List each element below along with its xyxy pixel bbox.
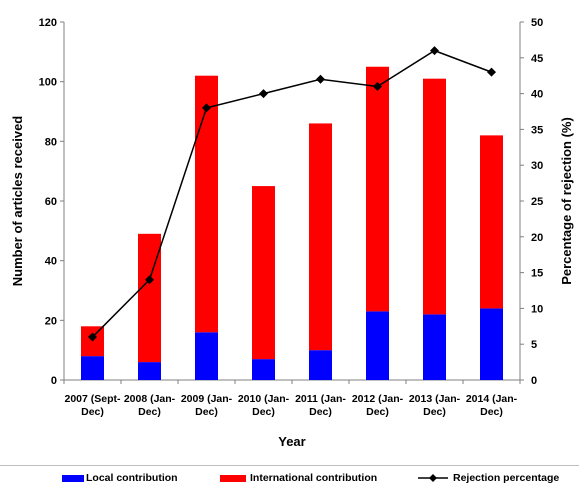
bar-international-contribution <box>252 186 275 360</box>
bar-local-contribution <box>195 332 218 380</box>
y2-tick-label: 0 <box>531 375 537 387</box>
y2-tick-label: 5 <box>531 339 537 351</box>
x-tick-label: 2010 (Jan-Dec) <box>238 393 290 418</box>
rejection-point <box>316 74 325 84</box>
bar-local-contribution <box>138 362 161 380</box>
legend-swatch-local <box>62 475 84 482</box>
legend-label-local: Local contribution <box>86 472 178 484</box>
x-axis-ticks: 2007 (Sept-Dec)2008 (Jan-Dec)2009 (Jan-D… <box>63 380 521 418</box>
rejection-point <box>430 46 439 56</box>
bar-international-contribution <box>195 75 218 333</box>
bar-local-contribution <box>252 359 275 380</box>
rejection-point <box>145 275 154 285</box>
y2-tick-label: 50 <box>531 17 543 29</box>
bar-local-contribution <box>423 314 446 380</box>
bar-local-contribution <box>480 308 503 380</box>
y-tick-label: 120 <box>39 17 57 29</box>
y2-tick-label: 20 <box>531 232 543 244</box>
rejection-point <box>88 332 97 342</box>
rejection-point <box>202 103 211 113</box>
y2-tick-label: 30 <box>531 160 543 172</box>
x-tick-label: 2007 (Sept-Dec) <box>64 393 121 418</box>
bar-international-contribution <box>138 233 161 363</box>
bar-international-contribution <box>366 66 389 312</box>
y2-tick-label: 40 <box>531 89 543 101</box>
x-tick-label: 2009 (Jan-Dec) <box>181 393 233 418</box>
y-tick-label: 60 <box>45 196 57 208</box>
legend-swatch-rejection-marker <box>429 474 437 482</box>
x-tick-label: 2012 (Jan-Dec) <box>352 393 404 418</box>
x-axis-title: Year <box>278 434 305 449</box>
rejection-line-path <box>91 49 492 338</box>
y2-tick-label: 15 <box>531 268 543 280</box>
y-tick-label: 40 <box>45 256 57 268</box>
rejection-point <box>373 81 382 91</box>
bar-international-contribution <box>480 135 503 309</box>
y-tick-label: 20 <box>45 315 57 327</box>
rejection-point <box>259 89 268 99</box>
legend-label-rejection: Rejection percentage <box>453 472 559 484</box>
y2-tick-label: 45 <box>531 53 543 65</box>
legend-swatch-international <box>220 475 246 482</box>
x-tick-label: 2008 (Jan-Dec) <box>124 393 176 418</box>
bars <box>81 66 503 380</box>
y-tick-label: 80 <box>45 136 57 148</box>
x-tick-label: 2011 (Jan-Dec) <box>295 393 346 418</box>
y-tick-label: 100 <box>39 77 57 89</box>
x-tick-label: 2014 (Jan-Dec) <box>466 393 518 418</box>
y-tick-label: 0 <box>51 375 57 387</box>
rejection-point <box>487 67 496 77</box>
bar-local-contribution <box>309 350 332 380</box>
y2-tick-label: 25 <box>531 196 543 208</box>
bar-international-contribution <box>423 78 446 315</box>
left-axis-ticks: 0 20 40 60 80 100 120 <box>39 17 64 387</box>
legend-label-international: International contribution <box>250 472 377 484</box>
bar-local-contribution <box>366 311 389 380</box>
bar-local-contribution <box>81 356 104 380</box>
legend: Local contribution International contribu… <box>62 472 559 484</box>
y2-tick-label: 35 <box>531 124 543 136</box>
y-axis-title: Number of articles received <box>10 116 25 287</box>
rejection-line <box>88 46 496 342</box>
x-tick-label: 2013 (Jan-Dec) <box>409 393 461 418</box>
bar-international-contribution <box>309 123 332 351</box>
y2-tick-label: 10 <box>531 303 543 315</box>
y2-axis-title: Percentage of rejection (%) <box>559 117 574 285</box>
right-axis-ticks: 0 5 10 15 20 25 30 35 40 45 50 <box>520 17 543 387</box>
